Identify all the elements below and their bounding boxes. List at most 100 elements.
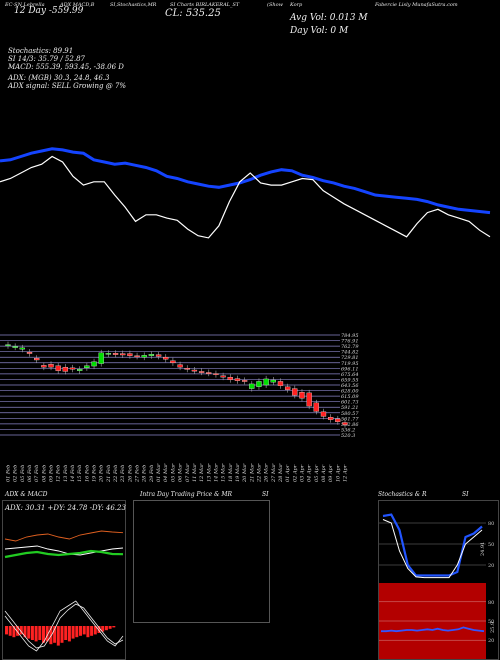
- date-tick-label: 08 Apr: [321, 464, 327, 482]
- candle: [177, 364, 183, 368]
- macd-bar: [97, 626, 101, 633]
- candle: [191, 369, 198, 372]
- header-item: (Show: [267, 2, 283, 8]
- macd-bar: [93, 626, 97, 635]
- rsi-line: [381, 626, 485, 633]
- candle: [77, 369, 83, 371]
- date-tick-label: 01 Feb: [6, 465, 12, 482]
- candle: [320, 411, 327, 417]
- candle: [306, 392, 312, 407]
- date-tick-label: 29 Feb: [149, 465, 155, 483]
- macd-bar: [67, 626, 71, 642]
- date-tick-label: 01 Mar: [156, 463, 162, 482]
- candle: [299, 391, 305, 399]
- date-tick-label: 05 Feb: [20, 465, 26, 482]
- candle: [263, 378, 269, 386]
- candle: [270, 379, 276, 383]
- adx-signal-stat: ADX signal: SELL Growing @ 7%: [8, 82, 127, 90]
- candle: [342, 422, 348, 425]
- macd-bar: [53, 626, 57, 643]
- date-tick-label: 04 Apr: [307, 464, 313, 482]
- macd-bar: [34, 626, 38, 642]
- date-tick-label: 22 Mar: [256, 463, 262, 483]
- macd-bar: [27, 626, 31, 639]
- date-tick-label: 09 Apr: [328, 464, 334, 482]
- macd-bar: [60, 626, 64, 643]
- candle: [55, 365, 61, 371]
- macd-bar: [82, 626, 86, 635]
- si-stat: SI 14/3: 35.79 / 52.87: [8, 55, 85, 63]
- candle: [170, 360, 176, 364]
- candle: [12, 346, 18, 348]
- candle: [127, 353, 133, 356]
- date-tick-label: 12 Apr: [343, 464, 349, 482]
- macd-bar: [12, 626, 16, 638]
- avg-vol: Avg Vol: 0.013 M: [290, 13, 368, 23]
- macd-bar: [104, 626, 108, 631]
- date-tick-label: 15 Feb: [77, 465, 83, 482]
- date-tick-label: 05 Mar: [170, 463, 176, 482]
- price-tick-label: 719.95: [341, 361, 359, 367]
- date-tick-label: 07 Mar: [185, 463, 191, 482]
- date-tick-label: 19 Mar: [235, 463, 241, 482]
- candle: [284, 386, 291, 390]
- date-tick-label: 03 Apr: [299, 464, 305, 482]
- average-line: [0, 147, 491, 215]
- rsi-tick-label: 20: [488, 638, 494, 644]
- header-bar: EC-SN Lebrella ADX MACD,B SI,Stochastics…: [5, 2, 495, 10]
- date-tick-label: 12 Feb: [56, 465, 62, 482]
- macd-bar: [19, 626, 23, 635]
- date-tick-label: 26 Feb: [127, 465, 133, 483]
- price-tick-label: 580.57: [341, 411, 359, 417]
- adx-values: ADX: 30.31 +DY: 24.78 -DY: 46.23: [5, 504, 126, 512]
- candle: [134, 355, 140, 358]
- candle: [141, 355, 147, 358]
- macd-bar: [38, 626, 42, 640]
- price-tick-label: 729.81: [341, 355, 359, 361]
- date-tick-label: 06 Mar: [178, 463, 184, 482]
- date-tick-label: 20 Feb: [99, 465, 105, 483]
- macd-bar: [5, 626, 8, 635]
- date-tick-label: 20 Mar: [242, 463, 248, 483]
- stoch-point-label: 24.91: [480, 542, 486, 556]
- date-tick-label: 15 Mar: [221, 463, 227, 482]
- date-tick-label: 09 Feb: [49, 465, 55, 482]
- candle: [277, 381, 284, 386]
- adx-series-line: [4, 549, 124, 559]
- stoch-tick-label: 50: [488, 542, 494, 548]
- date-tick-label: 21 Feb: [106, 465, 112, 483]
- macd-bar: [49, 626, 53, 645]
- price-tick-label: 675.64: [341, 372, 359, 378]
- macd-stat: MACD: 555.39, 593.45, -38.06 D: [8, 63, 124, 71]
- date-tick-label: 07 Feb: [34, 465, 40, 482]
- macd-bar: [42, 626, 45, 643]
- macd-bar: [64, 626, 68, 640]
- candle: [148, 354, 155, 356]
- stoch-chart: 80 50 20 24.91: [379, 501, 498, 581]
- stochastics-panel: 80 50 20 24.91 80 50 20 25.9: [378, 500, 499, 660]
- price-tick-label: 696.11: [341, 366, 359, 372]
- price-tick-label: 744.82: [341, 350, 359, 356]
- stoch-bg: [379, 501, 498, 581]
- adx-panel: ADX: 30.31 +DY: 24.78 -DY: 46.23: [2, 500, 126, 660]
- stoch-tick-label: 80: [488, 521, 494, 527]
- candle: [120, 353, 126, 356]
- date-tick-label: 13 Feb: [63, 465, 69, 482]
- intra-panel-si: SI: [262, 491, 269, 498]
- price-tick-label: 552.86: [341, 422, 359, 428]
- date-tick-label: 18 Mar: [228, 463, 234, 482]
- candle: [335, 418, 341, 422]
- candle: [249, 383, 255, 389]
- date-tick-label: 28 Mar: [278, 463, 284, 483]
- date-tick-label: 06 Feb: [27, 465, 33, 482]
- macd-bar: [71, 626, 75, 639]
- candle: [234, 378, 241, 381]
- date-tick-label: 19 Feb: [92, 465, 98, 482]
- date-tick-label: 02 Feb: [13, 465, 19, 482]
- date-tick-label: 26 Mar: [264, 463, 270, 483]
- date-tick-label: 14 Mar: [213, 463, 219, 482]
- price-tick-label: 601.73: [341, 400, 359, 406]
- macd-bar: [101, 626, 105, 632]
- rsi-point-label: 25.9: [490, 622, 496, 633]
- stoch-tick-label: 20: [488, 563, 494, 569]
